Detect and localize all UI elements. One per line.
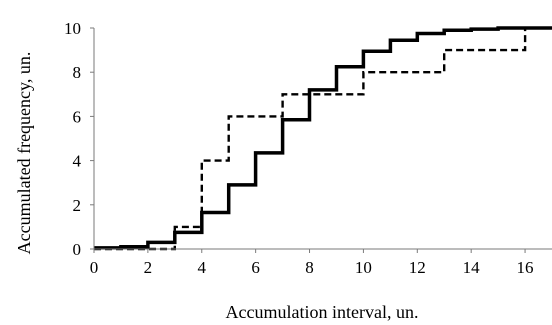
x-tick-label: 2 (144, 258, 153, 277)
x-tick-label: 4 (198, 258, 207, 277)
y-tick-label: 8 (73, 63, 82, 82)
x-tick-label: 0 (90, 258, 99, 277)
x-tick-label: 8 (305, 258, 314, 277)
y-tick-label: 10 (64, 19, 81, 38)
tick-labels: 0 2 4 6 8 10 12 14 16 0 2 4 6 8 10 (64, 19, 534, 277)
y-tick-label: 4 (73, 152, 82, 171)
y-tick-label: 6 (73, 107, 82, 126)
series-dashed-line (94, 26, 552, 251)
series-solid-line (94, 26, 552, 250)
x-axis-label: Accumulation interval, un. (226, 302, 419, 322)
y-axis-label: Accumulated frequency, un. (14, 52, 34, 255)
x-tick-label: 10 (355, 258, 372, 277)
x-tick-label: 16 (517, 258, 534, 277)
x-tick-label: 14 (463, 258, 481, 277)
x-tick-label: 6 (251, 258, 260, 277)
plot-lines (94, 26, 552, 251)
y-tick-label: 2 (73, 196, 82, 215)
axes (90, 27, 552, 253)
x-tick-label: 12 (409, 258, 426, 277)
y-tick-label: 0 (73, 240, 82, 259)
